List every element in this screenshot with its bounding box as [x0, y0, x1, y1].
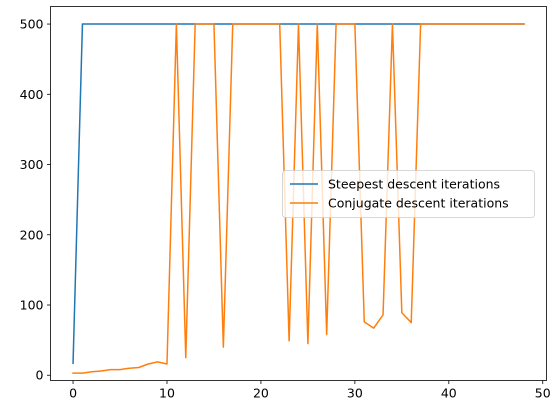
y-tick-label: 200 [20, 227, 44, 242]
x-tick-label: 20 [253, 386, 269, 401]
x-tick-label: 40 [441, 386, 457, 401]
x-axis: 0 10 20 30 40 50 [69, 380, 551, 401]
x-tick-label: 10 [159, 386, 175, 401]
series-layer [72, 23, 525, 374]
y-tick-label: 500 [20, 17, 44, 32]
x-tick-label: 30 [347, 386, 363, 401]
y-tick-label: 100 [20, 297, 44, 312]
x-tick-label: 0 [69, 386, 77, 401]
series-line-1 [72, 23, 525, 374]
legend: Steepest descent iterations Conjugate de… [282, 170, 535, 218]
y-tick-label: 400 [20, 87, 44, 102]
legend-frame [282, 170, 535, 218]
legend-label-steepest: Steepest descent iterations [328, 177, 500, 192]
x-tick-label: 50 [535, 386, 551, 401]
legend-label-conjugate: Conjugate descent iterations [328, 196, 509, 211]
y-tick-label: 0 [36, 368, 44, 383]
plot-frame [50, 6, 547, 381]
y-tick-label: 300 [20, 157, 44, 172]
y-axis: 0 100 200 300 400 500 [20, 17, 51, 383]
